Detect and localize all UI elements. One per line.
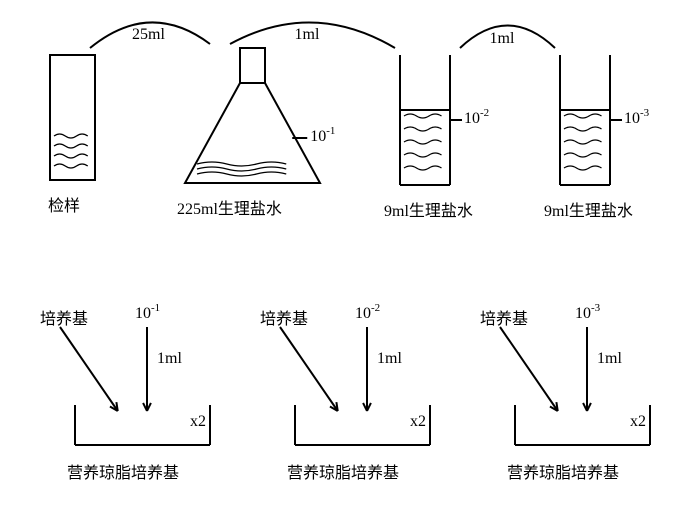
mult-label-0: x2 [190, 413, 206, 431]
arc2-label: 1ml [295, 26, 320, 44]
flask-dilution: 10-1 [310, 128, 335, 146]
tube2-label: 9ml生理盐水 [384, 197, 473, 221]
vol-label-1: 1ml [377, 350, 402, 368]
arc3-label: 1ml [490, 30, 515, 48]
dilution-label-0: 10-1 [135, 305, 160, 323]
mult-label-1: x2 [410, 413, 426, 431]
medium-label-1: 培养基 [260, 305, 308, 329]
dilution-label-2: 10-3 [575, 305, 600, 323]
medium-label-0: 培养基 [40, 305, 88, 329]
tube3-dilution: 10-3 [624, 110, 649, 128]
tube2-dilution: 10-2 [464, 110, 489, 128]
plate-label-1: 营养琼脂培养基 [287, 459, 399, 483]
plate-label-2: 营养琼脂培养基 [507, 459, 619, 483]
diagram-canvas [0, 0, 700, 510]
dilution-label-1: 10-2 [355, 305, 380, 323]
vol-label-2: 1ml [597, 350, 622, 368]
sample-label: 检样 [48, 192, 80, 216]
tube3-label: 9ml生理盐水 [544, 197, 633, 221]
vol-label-0: 1ml [157, 350, 182, 368]
plate-label-0: 营养琼脂培养基 [67, 459, 179, 483]
mult-label-2: x2 [630, 413, 646, 431]
flask-label: 225ml生理盐水 [177, 195, 282, 219]
medium-label-2: 培养基 [480, 305, 528, 329]
arc1-label: 25ml [132, 26, 165, 44]
